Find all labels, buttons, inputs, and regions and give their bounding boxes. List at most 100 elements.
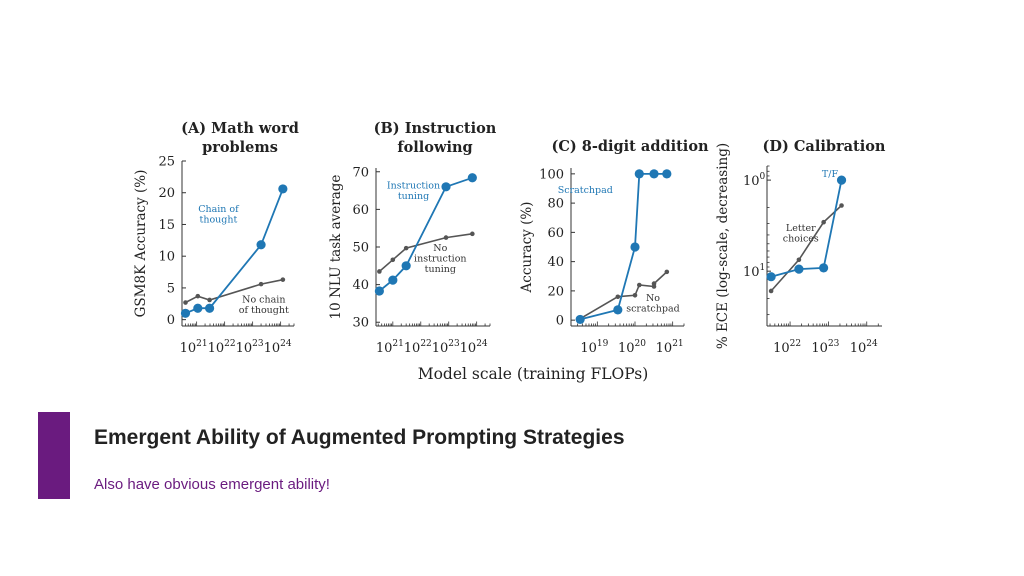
- y-tick-label: 20: [547, 284, 564, 299]
- series-scratchpad: Scratchpad: [558, 169, 672, 325]
- series-label: T/F: [822, 169, 839, 180]
- chart-panel-4: (D) Calibration % ECE (log-scale, decreas…: [715, 138, 886, 356]
- y-axis-label: Accuracy (%): [519, 202, 535, 294]
- shared-xlabel: Model scale (training FLOPs): [418, 365, 649, 383]
- data-point: [193, 303, 203, 313]
- series-label: No: [433, 243, 447, 254]
- series-label: Chain of: [198, 204, 240, 215]
- data-point: [794, 264, 804, 274]
- x-tick-label: 1021: [376, 339, 404, 356]
- data-point: [636, 282, 642, 288]
- series-t-f: T/F: [766, 169, 847, 282]
- y-tick-label: 15: [158, 218, 175, 233]
- data-point: [467, 173, 477, 183]
- x-tick-label: 1021: [656, 339, 684, 356]
- chart-panel-3: (C) 8-digit addition Accuracy (%) 0 20 40 60 8…: [519, 138, 709, 356]
- figure: (A) Math word problems GSM8K Accuracy (%) 0…: [133, 120, 886, 383]
- y-tick-label: 10: [158, 250, 175, 265]
- data-point: [183, 300, 188, 305]
- data-point: [390, 257, 396, 263]
- slide-subtitle: Also have obvious emergent ability!: [94, 476, 330, 493]
- data-point: [615, 294, 621, 300]
- x-tick-label: 1023: [432, 339, 460, 356]
- y-tick-label: 20: [158, 186, 175, 201]
- x-tick-label: 1024: [264, 339, 292, 356]
- series-label: of thought: [239, 305, 289, 316]
- y-axis-label: % ECE (log-scale, decreasing): [715, 143, 731, 349]
- data-point: [388, 275, 398, 285]
- data-point: [836, 175, 847, 185]
- series-label: Scratchpad: [558, 185, 613, 196]
- x-tick-label: 1019: [580, 339, 608, 356]
- y-axis-label: GSM8K Accuracy (%): [133, 170, 149, 318]
- data-point: [258, 281, 264, 287]
- series-label: No: [646, 293, 660, 304]
- data-point: [766, 272, 776, 282]
- data-point: [470, 231, 475, 237]
- chart-title-line: (B) Instruction: [374, 120, 497, 137]
- data-point: [441, 182, 451, 192]
- y-tick-label: 25: [158, 155, 175, 170]
- chart-title-line: (A) Math word: [181, 120, 299, 137]
- y-tick-label: 40: [352, 278, 369, 293]
- data-point: [401, 261, 411, 271]
- x-tick-label: 1024: [850, 339, 878, 356]
- x-tick-label: 1023: [811, 339, 839, 356]
- data-point: [204, 303, 215, 313]
- data-point: [662, 169, 672, 179]
- y-tick-label: 70: [352, 165, 369, 180]
- series-label: scratchpad: [626, 304, 679, 315]
- chart-title-line: following: [397, 139, 472, 156]
- data-point: [632, 292, 638, 298]
- y-tick-label: 60: [352, 203, 369, 218]
- series-line: [770, 179, 843, 278]
- data-point: [630, 242, 640, 252]
- x-tick-label: 1022: [208, 339, 236, 356]
- data-point: [195, 293, 201, 299]
- y-tick-label: 30: [352, 316, 369, 331]
- data-point: [634, 169, 644, 179]
- data-point: [377, 269, 382, 274]
- data-point: [575, 314, 585, 325]
- data-point: [443, 235, 449, 240]
- chart-title-line: problems: [202, 139, 278, 156]
- y-tick-label: 50: [352, 241, 369, 256]
- data-point: [180, 308, 191, 318]
- series-label: tuning: [425, 264, 456, 275]
- series-label: Instruction: [387, 181, 440, 192]
- chart-panel-1: (A) Math word problems GSM8K Accuracy (%) 0…: [133, 120, 299, 356]
- x-tick-label: 1024: [460, 339, 488, 356]
- data-point: [207, 297, 212, 303]
- series-label: choices: [783, 233, 819, 244]
- y-tick-label: 0: [556, 314, 564, 329]
- y-tick-label: 80: [547, 197, 564, 212]
- data-point: [278, 184, 288, 194]
- series-instruction-tuning: Instruction tuning: [374, 173, 477, 296]
- data-point: [768, 288, 774, 294]
- slide-title: Emergent Ability of Augmented Prompting …: [94, 426, 625, 449]
- y-tick-label: 60: [547, 226, 564, 241]
- x-tick-label: 1022: [404, 339, 432, 356]
- x-tick-label: 1023: [236, 339, 264, 356]
- y-tick-label: 101: [743, 263, 765, 280]
- data-point: [821, 219, 826, 225]
- chart-title-line: (C) 8-digit addition: [551, 138, 709, 155]
- series-line: [770, 204, 843, 292]
- data-point: [839, 203, 844, 208]
- series-label: thought: [200, 214, 238, 225]
- series-label: Letter: [786, 223, 816, 234]
- data-point: [280, 277, 286, 282]
- x-tick-label: 1021: [180, 339, 208, 356]
- y-tick-label: 100: [743, 172, 766, 189]
- data-point: [613, 305, 623, 315]
- data-point: [256, 240, 266, 250]
- data-point: [819, 263, 829, 273]
- y-tick-label: 100: [539, 167, 564, 182]
- data-point: [664, 269, 670, 275]
- chart-title-line: (D) Calibration: [763, 138, 886, 155]
